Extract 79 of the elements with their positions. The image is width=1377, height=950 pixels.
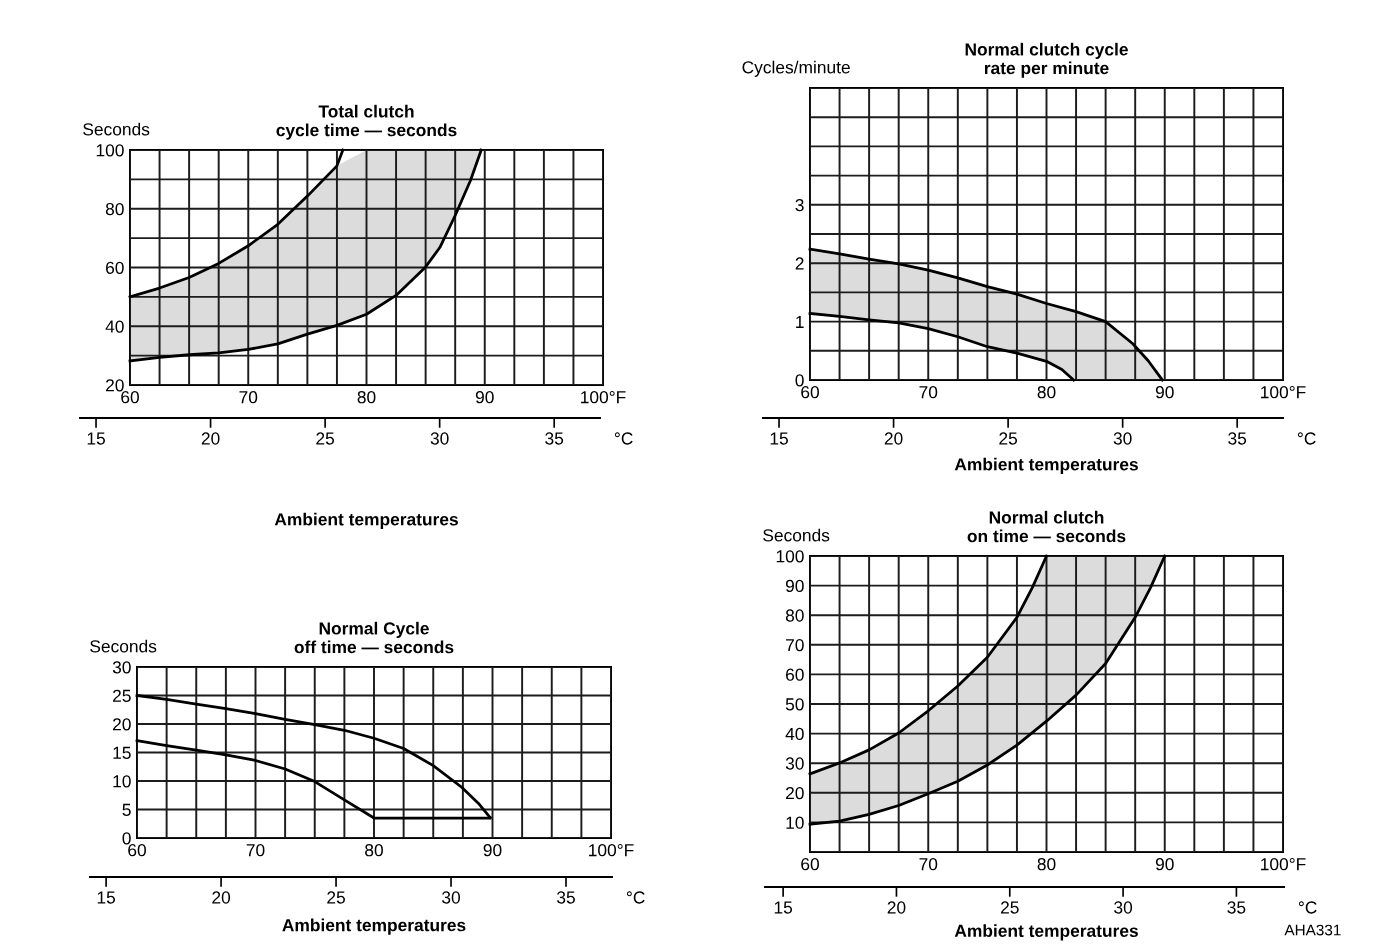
x2-axis-title: °C <box>1298 901 1317 914</box>
x-axis-title: Ambient temperatures <box>282 918 466 935</box>
x-tick-label: 90 <box>1155 386 1174 399</box>
x2-axis-title: °C <box>626 891 645 904</box>
y-tick-label: 25 <box>113 689 131 702</box>
x2-axis-title: °C <box>1297 432 1316 445</box>
x2-tick-label: 30 <box>1114 901 1133 914</box>
y-tick-label: 80 <box>785 609 804 622</box>
y-tick-label: 30 <box>112 661 131 674</box>
x2-tick-label: 35 <box>545 432 564 445</box>
x2-tick-label: 30 <box>1113 432 1132 445</box>
x2-tick-label: 25 <box>316 432 335 445</box>
y-tick-label: 15 <box>113 746 131 759</box>
y-axis-title: Seconds <box>90 639 157 653</box>
y-tick-label: 5 <box>122 803 131 816</box>
x-axis-title: Ambient temperatures <box>274 512 458 529</box>
x-tick-label: 90 <box>483 844 502 857</box>
x2-tick-label: 15 <box>87 432 105 445</box>
chart-title: Normal Cycle off time — seconds <box>294 621 454 654</box>
y-tick-label: 100 <box>776 550 804 563</box>
y-tick-label: 20 <box>106 379 124 392</box>
x-tick-label: 90 <box>1155 858 1174 871</box>
x2-tick-label: 30 <box>430 432 449 445</box>
x2-tick-label: 20 <box>887 901 906 914</box>
y-tick-label: 100 <box>96 144 124 157</box>
x2-tick-label: 20 <box>201 432 220 445</box>
x2-tick-label: 25 <box>1000 901 1019 914</box>
y-tick-label: 0 <box>122 832 131 845</box>
text: AHA331 <box>1284 924 1341 936</box>
chart-title: Normal clutch cycle rate per minute <box>965 42 1128 78</box>
y-tick-label: 1 <box>796 315 804 328</box>
x-tick-label: 100°F <box>1261 858 1306 871</box>
y-tick-label: 60 <box>106 261 124 274</box>
x2-axis-title: °C <box>614 432 633 445</box>
x-tick-label: 100°F <box>581 391 626 404</box>
x-tick-label: 70 <box>239 391 258 404</box>
x2-tick-label: 20 <box>212 891 231 904</box>
y-tick-label: 10 <box>113 775 131 788</box>
x-axis-title: Ambient temperatures <box>954 924 1138 941</box>
x2-tick-label: 35 <box>557 891 575 904</box>
x2-tick-label: 35 <box>1228 432 1247 445</box>
x2-tick-label: 25 <box>999 432 1018 445</box>
y-axis-title: Cycles/minute <box>742 60 850 77</box>
y-tick-label: 3 <box>795 198 804 212</box>
y-tick-label: 0 <box>795 374 804 387</box>
y-tick-label: 40 <box>105 320 124 333</box>
y-tick-label: 50 <box>785 698 804 711</box>
x-tick-label: 100°F <box>1261 386 1306 399</box>
y-tick-label: 30 <box>785 757 804 770</box>
x-tick-label: 80 <box>1037 858 1056 871</box>
x2-tick-label: 15 <box>97 891 116 904</box>
x2-tick-label: 25 <box>327 891 345 904</box>
x2-tick-label: 20 <box>884 432 903 445</box>
x-axis-title: Ambient temperatures <box>954 457 1138 474</box>
y-tick-label: 40 <box>785 727 804 741</box>
chart-title: Normal clutch on time — seconds <box>967 510 1126 543</box>
x-tick-label: 100°F <box>589 844 634 857</box>
x-tick-label: 70 <box>919 858 938 871</box>
x-tick-label: 70 <box>919 386 938 399</box>
x-tick-label: 80 <box>357 391 376 404</box>
y-tick-label: 80 <box>105 202 124 216</box>
x-tick-label: 80 <box>365 844 383 857</box>
y-tick-label: 20 <box>786 786 804 800</box>
y-axis-title: Seconds <box>83 122 150 136</box>
y-tick-label: 10 <box>786 816 804 829</box>
x-tick-label: 80 <box>1037 386 1056 399</box>
y-tick-label: 20 <box>113 718 131 731</box>
chart-title: Total clutch cycle time — seconds <box>276 104 457 140</box>
y-tick-label: 90 <box>785 579 804 593</box>
y-axis-title: Seconds <box>763 528 830 542</box>
x2-tick-label: 15 <box>774 901 793 914</box>
y-tick-label: 70 <box>786 638 804 652</box>
y-tick-label: 60 <box>786 668 804 681</box>
y-tick-label: 2 <box>795 257 804 270</box>
x2-tick-label: 35 <box>1227 901 1246 914</box>
x-tick-label: 90 <box>475 391 494 404</box>
x-tick-label: 70 <box>246 844 265 857</box>
x2-tick-label: 30 <box>442 891 461 904</box>
x2-tick-label: 15 <box>770 432 788 445</box>
